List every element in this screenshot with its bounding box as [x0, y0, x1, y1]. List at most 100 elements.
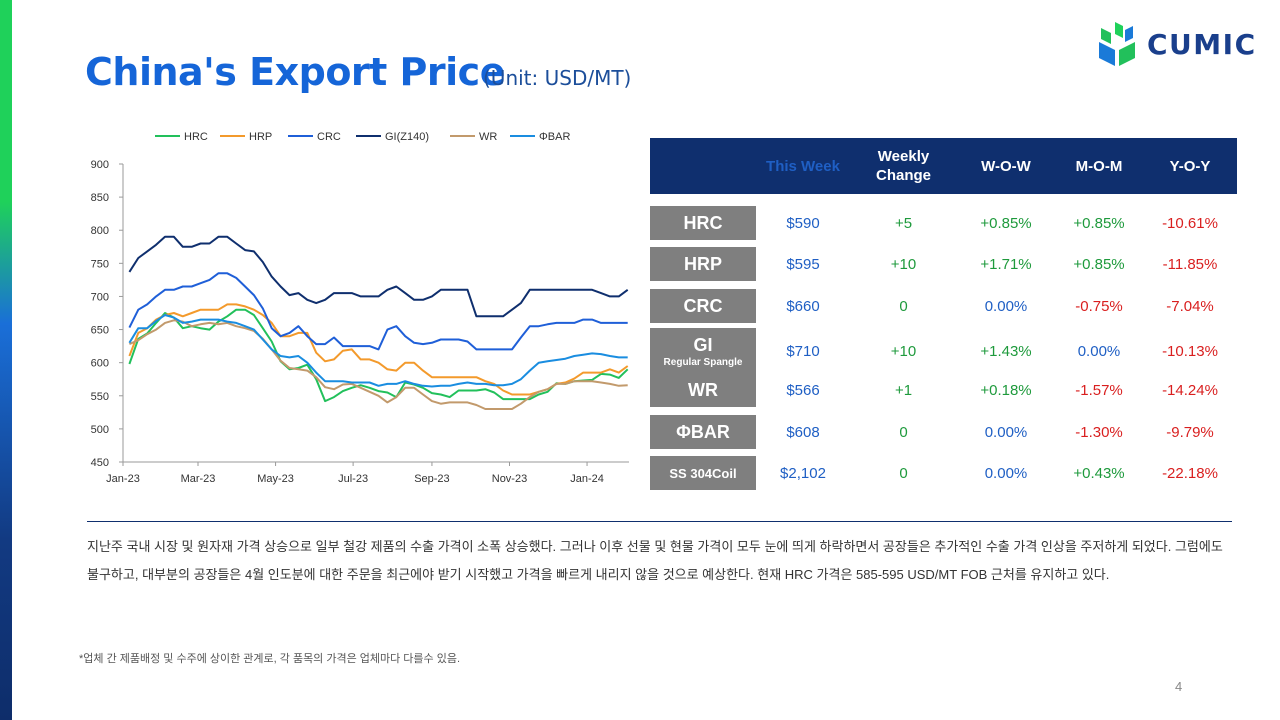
chart-series [128, 235, 629, 410]
x-tick-label: Sep-23 [414, 473, 449, 485]
legend-item: WR [450, 131, 497, 143]
row-label-text: HRP [683, 253, 722, 274]
table-row: WR $566 +1 +0.18% -1.57% -14.24% [650, 373, 1237, 407]
row-label-text: CRC [683, 295, 723, 316]
table-row: GI Regular Spangle $710 +10 +1.43% 0.00% -10.1… [650, 328, 1237, 374]
series-line-wr [128, 319, 628, 410]
cell-this-week: $595 [786, 255, 820, 273]
series-line-crc [128, 272, 628, 351]
cell-this-week: $566 [786, 381, 820, 399]
cell-mom: -1.30% [1075, 423, 1123, 441]
cell-mom: -0.75% [1075, 297, 1123, 315]
cell-yoy: -7.04% [1166, 297, 1214, 315]
legend-label: ΦBAR [539, 131, 570, 143]
cell-this-week: $660 [786, 297, 820, 315]
cube-logo-icon [1099, 22, 1135, 66]
cell-wow: 0.00% [984, 464, 1028, 482]
y-tick-label: 800 [91, 225, 109, 237]
legend-item: GI(Z140) [356, 131, 429, 143]
legend-item: CRC [288, 131, 341, 143]
legend-label: WR [479, 131, 497, 143]
row-label-sub: Regular Spangle [663, 356, 743, 368]
section-divider [87, 521, 1232, 522]
legend-label: CRC [317, 131, 341, 143]
series-line--bar [128, 314, 628, 388]
header-mom: M-O-M [1075, 157, 1123, 175]
x-tick-label: May-23 [257, 473, 294, 485]
cell-yoy: -11.85% [1162, 255, 1218, 273]
row-label-text: ΦBAR [676, 421, 730, 442]
cell-weekly-change: +5 [894, 214, 913, 232]
company-logo: CUMIC [1097, 20, 1257, 68]
header-wow: W-O-W [981, 157, 1031, 175]
table-row: ΦBAR $608 0 0.00% -1.30% -9.79% [650, 415, 1237, 449]
y-tick-label: 550 [91, 391, 109, 403]
cell-yoy: -9.79% [1166, 423, 1214, 441]
cell-wow: +0.18% [980, 381, 1032, 399]
cell-weekly-change: +10 [890, 255, 917, 273]
cell-weekly-change: +10 [890, 342, 917, 360]
header-this-week: This Week [766, 157, 840, 175]
row-label: ΦBAR [650, 415, 756, 449]
cell-mom: +0.85% [1073, 214, 1125, 232]
table-row: CRC $660 0 0.00% -0.75% -7.04% [650, 289, 1237, 323]
legend-label: GI(Z140) [385, 131, 429, 143]
cell-wow: +1.71% [980, 255, 1032, 273]
cell-wow: 0.00% [984, 423, 1028, 441]
cell-this-week: $710 [786, 342, 820, 360]
cell-weekly-change: 0 [899, 423, 908, 441]
cell-this-week: $2,102 [780, 464, 826, 482]
cell-yoy: -22.18% [1162, 464, 1218, 482]
row-label: WR [650, 373, 756, 407]
edge-accent-bar [0, 0, 12, 720]
row-label: SS 304Coil [650, 456, 756, 490]
legend-item: ΦBAR [510, 131, 570, 143]
legend-item: HRC [155, 131, 208, 143]
x-axis: Jan-23 Mar-23 May-23 Jul-23 Sep-23 Nov-23 Jan-… [106, 461, 629, 485]
y-tick-label: 650 [91, 325, 109, 337]
cell-wow: +1.43% [980, 342, 1032, 360]
cell-weekly-change: +1 [894, 381, 913, 399]
header-weekly-change: Weekly Change [875, 148, 931, 184]
page-title: China's Export Price [85, 50, 505, 94]
legend-label: HRP [249, 131, 272, 143]
cell-yoy: -10.61% [1162, 214, 1218, 232]
market-commentary: 지난주 국내 시장 및 원자재 가격 상승으로 일부 철강 제품의 수출 가격이… [87, 539, 1223, 582]
row-label-text: HRC [683, 212, 723, 233]
table-header: This Week Weekly Change W-O-W M-O-M Y-O-… [650, 138, 1237, 194]
table-row: HRC $590 +5 +0.85% +0.85% -10.61% [650, 206, 1237, 240]
table-row: HRP $595 +10 +1.71% +0.85% -11.85% [650, 247, 1237, 281]
chart-legend: HRC HRP CRC GI(Z140) WR ΦBAR [155, 131, 570, 143]
unit-label: (Unit: USD/MT) [483, 66, 632, 90]
y-tick-label: 700 [91, 291, 109, 303]
cell-weekly-change: 0 [899, 297, 908, 315]
footnote: *업체 간 제품배정 및 수주에 상이한 관계로, 각 품목의 가격은 업체마다… [79, 653, 461, 665]
cell-mom: -1.57% [1075, 381, 1123, 399]
row-label: HRC [650, 206, 756, 240]
x-tick-label: Jan-23 [106, 473, 140, 485]
legend-label: HRC [184, 131, 208, 143]
y-axis: 450 500 550 600 650 700 750 800 850 900 [91, 159, 124, 469]
series-line-gi-z140- [128, 235, 629, 318]
y-tick-label: 600 [91, 358, 109, 370]
cell-wow: +0.85% [980, 214, 1032, 232]
export-price-chart: HRC HRP CRC GI(Z140) WR ΦBAR 450 500 550 600 650 7… [91, 131, 629, 485]
y-tick-label: 900 [91, 159, 109, 171]
x-tick-label: Jan-24 [570, 473, 604, 485]
x-tick-label: Jul-23 [338, 473, 368, 485]
cell-this-week: $608 [786, 423, 820, 441]
y-tick-label: 500 [91, 424, 109, 436]
header-yoy: Y-O-Y [1169, 157, 1211, 175]
row-label: GI Regular Spangle [650, 328, 756, 374]
logo-text: CUMIC [1147, 27, 1257, 61]
cell-this-week: $590 [786, 214, 820, 232]
y-tick-label: 450 [91, 457, 109, 469]
y-tick-label: 850 [91, 192, 109, 204]
cell-weekly-change: 0 [899, 464, 908, 482]
x-tick-label: Mar-23 [181, 473, 216, 485]
cell-mom: +0.85% [1073, 255, 1125, 273]
row-label-text: SS 304Coil [669, 465, 737, 481]
cell-mom: 0.00% [1077, 342, 1121, 360]
cell-wow: 0.00% [984, 297, 1028, 315]
row-label: HRP [650, 247, 756, 281]
